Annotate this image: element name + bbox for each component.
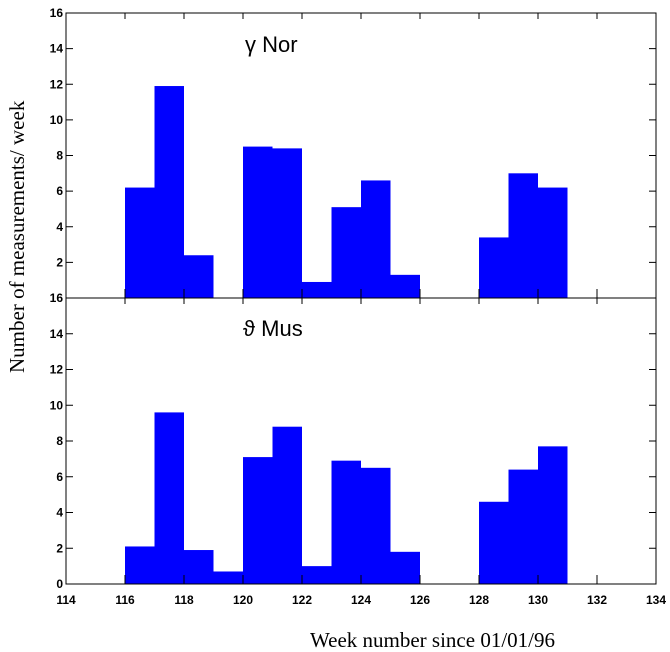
y-tick-label: 0 xyxy=(56,577,63,591)
y-tick-label: 16 xyxy=(50,6,64,20)
y-tick-label: 10 xyxy=(50,113,64,127)
x-axis-ticks: 114 116 118 120 122 124 126 128 130 132 134 xyxy=(56,593,666,607)
bar-top-week-123 xyxy=(331,207,361,298)
panel-label-top: γ Nor xyxy=(245,32,298,57)
bar-bottom-week-125 xyxy=(390,551,420,584)
bar-top-week-122 xyxy=(302,281,332,298)
x-tick-label: 120 xyxy=(233,593,253,607)
x-tick-label: 132 xyxy=(587,593,607,607)
bar-bottom-week-119 xyxy=(213,571,243,584)
y-tick-label: 12 xyxy=(50,77,64,91)
bar-top-week-116 xyxy=(125,187,155,298)
bar-bottom-week-121 xyxy=(272,426,302,584)
y-tick-label: 12 xyxy=(50,363,64,377)
bar-bottom-week-120 xyxy=(243,457,273,584)
x-tick-label: 126 xyxy=(410,593,430,607)
panel-label-bottom: ϑ Mus xyxy=(243,316,303,341)
panel-theta-mus: 0 2 4 6 8 10 12 14 16 xyxy=(50,291,657,591)
bar-top-week-128 xyxy=(479,237,509,298)
y-tick-label: 4 xyxy=(56,506,63,520)
y-tick-label: 14 xyxy=(50,327,64,341)
y-tick-label: 8 xyxy=(56,434,63,448)
x-tick-label: 130 xyxy=(528,593,548,607)
panel-gamma-nor: 2 4 6 8 10 12 14 16 xyxy=(50,6,657,299)
bar-top-week-118 xyxy=(184,255,214,298)
y-tick-label: 10 xyxy=(50,398,64,412)
y-tick-label: 4 xyxy=(56,220,63,234)
bar-bottom-week-122 xyxy=(302,566,332,584)
x-axis-label: Week number since 01/01/96 xyxy=(310,628,555,652)
bar-bottom-week-116 xyxy=(125,546,155,584)
bar-bottom-week-128 xyxy=(479,501,509,584)
bar-top-week-117 xyxy=(154,86,184,298)
bar-top-week-125 xyxy=(390,274,420,298)
x-tick-label: 128 xyxy=(469,593,489,607)
x-tick-label: 122 xyxy=(292,593,312,607)
y-tick-label: 6 xyxy=(56,470,63,484)
y-tick-label: 6 xyxy=(56,184,63,198)
bar-bottom-week-129 xyxy=(508,469,538,584)
bar-top-week-120 xyxy=(243,146,273,298)
x-tick-label: 124 xyxy=(351,593,371,607)
bar-bottom-week-130 xyxy=(538,446,568,584)
y-tick-label: 8 xyxy=(56,149,63,163)
bar-bottom-week-117 xyxy=(154,412,184,584)
x-tick-label: 134 xyxy=(646,593,666,607)
bar-top-week-129 xyxy=(508,173,538,298)
y-axis-label: Number of measurements/ week xyxy=(5,100,29,373)
bar-bottom-week-124 xyxy=(361,467,391,584)
bar-bottom-week-118 xyxy=(184,550,214,584)
x-tick-label: 118 xyxy=(174,593,194,607)
bar-top-week-121 xyxy=(272,148,302,298)
x-tick-label: 116 xyxy=(115,593,135,607)
y-tick-label: 2 xyxy=(56,541,63,555)
x-tick-label: 114 xyxy=(56,593,76,607)
y-tick-label: 2 xyxy=(56,255,63,269)
y-tick-label: 14 xyxy=(50,42,64,56)
bar-bottom-week-123 xyxy=(331,460,361,584)
bar-top-week-124 xyxy=(361,180,391,298)
bar-top-week-130 xyxy=(538,187,568,298)
y-tick-label: 16 xyxy=(50,291,64,305)
